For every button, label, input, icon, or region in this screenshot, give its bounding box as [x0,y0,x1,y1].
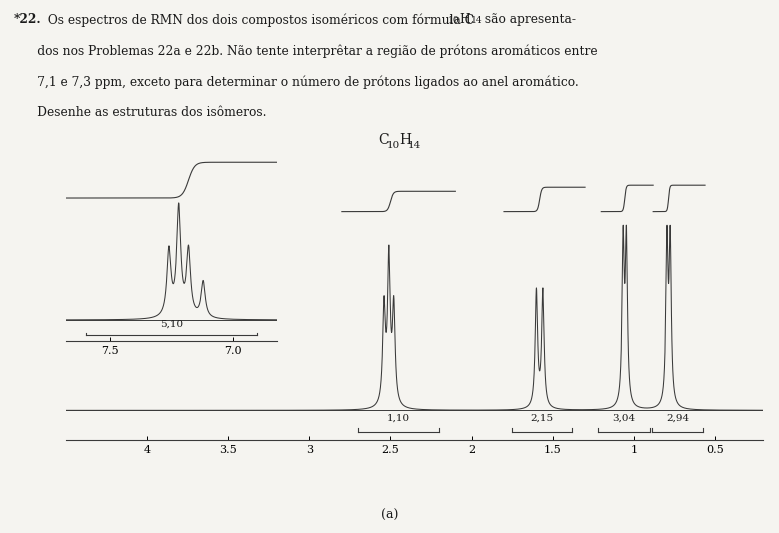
Text: dos nos Problemas 22a e 22b. Não tente interprêtar a região de prótons aromático: dos nos Problemas 22a e 22b. Não tente i… [14,44,597,58]
Text: 10: 10 [448,16,460,25]
Text: 5,10: 5,10 [160,320,183,329]
Text: 14: 14 [408,141,421,150]
Text: H: H [400,133,411,147]
Text: 2,94: 2,94 [666,414,689,423]
Text: são apresenta-: são apresenta- [481,13,576,26]
Text: (a): (a) [381,510,398,522]
Text: 10: 10 [387,141,400,150]
Text: 2,15: 2,15 [530,414,554,423]
Text: 3,04: 3,04 [612,414,636,423]
Text: C: C [378,133,389,147]
Text: Desenhe as estruturas dos isômeros.: Desenhe as estruturas dos isômeros. [14,106,266,119]
Text: Os espectros de RMN dos dois compostos isoméricos com fórmula C: Os espectros de RMN dos dois compostos i… [44,13,474,27]
Text: H: H [460,13,471,26]
Text: *22.: *22. [14,13,41,26]
Text: 7,1 e 7,3 ppm, exceto para determinar o número de prótons ligados ao anel aromát: 7,1 e 7,3 ppm, exceto para determinar o … [14,75,579,88]
Text: 1,10: 1,10 [387,414,411,423]
Text: 14: 14 [471,16,482,25]
